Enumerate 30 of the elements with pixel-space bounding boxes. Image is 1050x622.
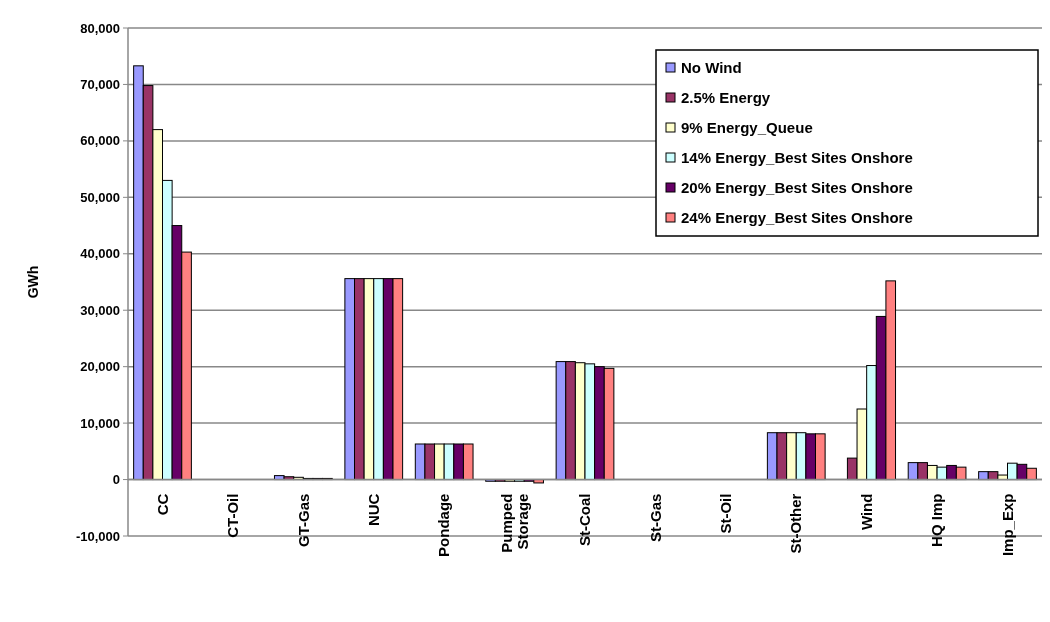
- x-tick-label: GT-Gas: [294, 493, 312, 547]
- x-tick-label: Wind: [857, 493, 875, 531]
- y-axis-title: GWh: [25, 265, 41, 299]
- y-tick-label: 70,000: [80, 76, 120, 92]
- y-tick-label: 20,000: [80, 359, 120, 375]
- x-tick-label: NUC: [365, 493, 382, 527]
- y-tick-label: 40,000: [80, 246, 120, 262]
- y-tick-label: 10,000: [80, 415, 120, 431]
- x-tick-label: Pondage: [435, 493, 453, 557]
- x-tick-label: St-Gas: [646, 493, 664, 542]
- y-tick-label: -10,000: [75, 528, 120, 544]
- x-tick-label: Imp_Exp: [998, 493, 1016, 557]
- x-tick-label: HQ Imp: [928, 493, 946, 547]
- legend-label: 2.5% Energy: [681, 89, 771, 107]
- legend-label: 20% Energy_Best Sites Onshore: [681, 179, 913, 197]
- x-tick-label: CC: [153, 493, 171, 516]
- x-tick-label: St-Other: [787, 493, 805, 554]
- legend-label: No Wind: [681, 59, 742, 77]
- legend-label: 9% Energy_Queue: [681, 119, 813, 137]
- x-tick-label: St-Oil: [717, 493, 735, 534]
- x-tick-label: Pumped Storage: [497, 493, 532, 553]
- x-tick-label: CT-Oil: [224, 493, 242, 538]
- y-tick-label: 80,000: [80, 20, 120, 36]
- x-tick-label: St-Coal: [576, 493, 594, 547]
- legend-label: 24% Energy_Best Sites Onshore: [681, 209, 913, 227]
- y-tick-label: 50,000: [80, 189, 120, 205]
- legend-label: 14% Energy_Best Sites Onshore: [681, 149, 913, 167]
- y-tick-label: 0: [112, 472, 120, 488]
- y-tick-label: 60,000: [80, 133, 120, 149]
- y-tick-label: 30,000: [80, 302, 120, 318]
